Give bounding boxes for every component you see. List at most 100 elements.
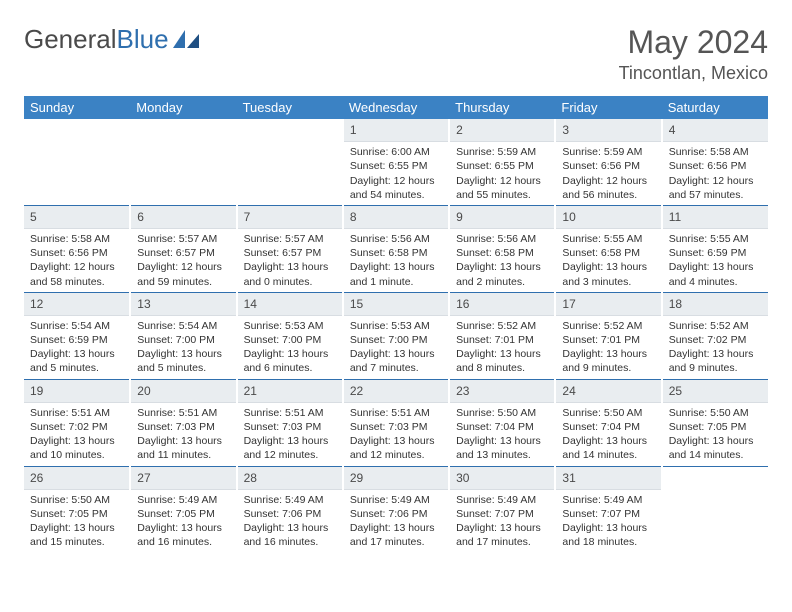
day-line-dl2: and 57 minutes. <box>669 188 762 202</box>
day-body: Sunrise: 5:51 AMSunset: 7:02 PMDaylight:… <box>24 403 129 466</box>
calendar-cell: 9Sunrise: 5:56 AMSunset: 6:58 PMDaylight… <box>449 205 555 292</box>
calendar-cell: 7Sunrise: 5:57 AMSunset: 6:57 PMDaylight… <box>237 205 343 292</box>
day-body: Sunrise: 5:58 AMSunset: 6:56 PMDaylight:… <box>663 142 768 205</box>
day-line-dl1: Daylight: 12 hours <box>350 174 442 188</box>
day-line-sunset: Sunset: 7:05 PM <box>137 507 229 521</box>
day-line-sunset: Sunset: 7:03 PM <box>137 420 229 434</box>
day-line-dl2: and 14 minutes. <box>669 448 762 462</box>
day-line-sunrise: Sunrise: 5:52 AM <box>456 319 548 333</box>
day-line-dl2: and 59 minutes. <box>137 275 229 289</box>
calendar-week-row: 26Sunrise: 5:50 AMSunset: 7:05 PMDayligh… <box>24 466 768 552</box>
day-line-sunrise: Sunrise: 5:51 AM <box>244 406 336 420</box>
day-body: Sunrise: 5:58 AMSunset: 6:56 PMDaylight:… <box>24 229 129 292</box>
day-line-sunrise: Sunrise: 5:49 AM <box>456 493 548 507</box>
calendar-cell: 19Sunrise: 5:51 AMSunset: 7:02 PMDayligh… <box>24 379 130 466</box>
day-line-sunrise: Sunrise: 5:49 AM <box>350 493 442 507</box>
day-body: Sunrise: 5:50 AMSunset: 7:04 PMDaylight:… <box>556 403 660 466</box>
day-line-sunrise: Sunrise: 5:55 AM <box>562 232 654 246</box>
calendar-cell: 18Sunrise: 5:52 AMSunset: 7:02 PMDayligh… <box>662 292 768 379</box>
day-number: 5 <box>24 206 129 229</box>
day-body: Sunrise: 5:56 AMSunset: 6:58 PMDaylight:… <box>344 229 448 292</box>
day-line-sunset: Sunset: 7:02 PM <box>30 420 123 434</box>
weekday-header: Sunday <box>24 96 130 119</box>
calendar-cell: 21Sunrise: 5:51 AMSunset: 7:03 PMDayligh… <box>237 379 343 466</box>
day-number: 2 <box>450 119 554 142</box>
day-line-dl2: and 5 minutes. <box>137 361 229 375</box>
day-line-dl2: and 9 minutes. <box>562 361 654 375</box>
day-line-sunrise: Sunrise: 5:53 AM <box>244 319 336 333</box>
day-line-sunset: Sunset: 6:59 PM <box>669 246 762 260</box>
day-line-dl2: and 12 minutes. <box>244 448 336 462</box>
day-line-dl1: Daylight: 13 hours <box>350 347 442 361</box>
calendar-cell: 3 Sunrise: 5:59 AMSunset: 6:56 PMDaylight… <box>555 119 661 205</box>
day-line-sunrise: Sunrise: 5:55 AM <box>669 232 762 246</box>
day-line-dl1: Daylight: 13 hours <box>456 434 548 448</box>
day-line-dl2: and 16 minutes. <box>137 535 229 549</box>
day-line-sunrise: Sunrise: 5:52 AM <box>562 319 654 333</box>
day-body: Sunrise: 5:59 AMSunset: 6:55 PMDaylight:… <box>450 142 554 205</box>
day-line-dl1: Daylight: 12 hours <box>562 174 654 188</box>
day-body: Sunrise: 6:00 AMSunset: 6:55 PMDaylight:… <box>344 142 448 205</box>
calendar-cell: 25Sunrise: 5:50 AMSunset: 7:05 PMDayligh… <box>662 379 768 466</box>
day-line-sunset: Sunset: 6:56 PM <box>562 159 654 173</box>
calendar-cell: 27Sunrise: 5:49 AMSunset: 7:05 PMDayligh… <box>130 466 236 552</box>
day-line-dl1: Daylight: 13 hours <box>669 260 762 274</box>
day-line-sunset: Sunset: 6:59 PM <box>30 333 123 347</box>
calendar-cell: .. <box>130 119 236 205</box>
day-body: Sunrise: 5:50 AMSunset: 7:05 PMDaylight:… <box>663 403 768 466</box>
day-line-sunset: Sunset: 7:07 PM <box>456 507 548 521</box>
day-body: Sunrise: 5:52 AMSunset: 7:01 PMDaylight:… <box>556 316 660 379</box>
day-line-dl1: Daylight: 13 hours <box>350 521 442 535</box>
day-line-dl1: Daylight: 13 hours <box>562 521 654 535</box>
calendar-cell: 16Sunrise: 5:52 AMSunset: 7:01 PMDayligh… <box>449 292 555 379</box>
day-line-dl2: and 4 minutes. <box>669 275 762 289</box>
day-number: 10 <box>556 206 660 229</box>
day-number: 13 <box>131 293 235 316</box>
calendar-cell: 4Sunrise: 5:58 AMSunset: 6:56 PMDaylight… <box>662 119 768 205</box>
day-body: Sunrise: 5:50 AMSunset: 7:05 PMDaylight:… <box>24 490 129 553</box>
day-line-sunset: Sunset: 7:06 PM <box>244 507 336 521</box>
day-line-sunrise: Sunrise: 5:59 AM <box>456 145 548 159</box>
day-body: Sunrise: 5:53 AMSunset: 7:00 PMDaylight:… <box>344 316 448 379</box>
day-line-sunrise: Sunrise: 5:59 AM <box>562 145 654 159</box>
calendar-cell: 11Sunrise: 5:55 AMSunset: 6:59 PMDayligh… <box>662 205 768 292</box>
page-title: May 2024 <box>619 24 768 61</box>
day-number: 3 <box>556 119 660 142</box>
day-body: Sunrise: 5:52 AMSunset: 7:01 PMDaylight:… <box>450 316 554 379</box>
day-line-dl1: Daylight: 13 hours <box>244 434 336 448</box>
day-line-dl1: Daylight: 13 hours <box>30 521 123 535</box>
day-line-sunrise: Sunrise: 5:49 AM <box>244 493 336 507</box>
day-line-dl1: Daylight: 13 hours <box>456 347 548 361</box>
calendar-cell: 8Sunrise: 5:56 AMSunset: 6:58 PMDaylight… <box>343 205 449 292</box>
weekday-header: Thursday <box>449 96 555 119</box>
day-line-sunrise: Sunrise: 5:53 AM <box>350 319 442 333</box>
day-line-sunrise: Sunrise: 5:56 AM <box>350 232 442 246</box>
day-number: 17 <box>556 293 660 316</box>
day-line-sunrise: Sunrise: 5:49 AM <box>137 493 229 507</box>
calendar-cell: 29Sunrise: 5:49 AMSunset: 7:06 PMDayligh… <box>343 466 449 552</box>
day-line-dl1: Daylight: 13 hours <box>669 434 762 448</box>
day-line-sunrise: Sunrise: 5:54 AM <box>137 319 229 333</box>
day-number: 30 <box>450 467 554 490</box>
day-body: Sunrise: 5:57 AMSunset: 6:57 PMDaylight:… <box>238 229 342 292</box>
day-line-sunset: Sunset: 6:58 PM <box>562 246 654 260</box>
calendar-cell: .. <box>237 119 343 205</box>
calendar-cell: 10Sunrise: 5:55 AMSunset: 6:58 PMDayligh… <box>555 205 661 292</box>
day-line-dl2: and 0 minutes. <box>244 275 336 289</box>
day-number: 1 <box>344 119 448 142</box>
day-number: 28 <box>238 467 342 490</box>
day-line-sunrise: Sunrise: 5:54 AM <box>30 319 123 333</box>
day-line-dl1: Daylight: 13 hours <box>350 260 442 274</box>
day-line-sunrise: Sunrise: 5:58 AM <box>30 232 123 246</box>
day-number: 14 <box>238 293 342 316</box>
calendar-week-row: 12Sunrise: 5:54 AMSunset: 6:59 PMDayligh… <box>24 292 768 379</box>
day-line-sunset: Sunset: 6:56 PM <box>30 246 123 260</box>
calendar-cell: 17Sunrise: 5:52 AMSunset: 7:01 PMDayligh… <box>555 292 661 379</box>
day-line-sunrise: Sunrise: 5:50 AM <box>562 406 654 420</box>
day-body: Sunrise: 5:49 AMSunset: 7:05 PMDaylight:… <box>131 490 235 553</box>
day-line-sunset: Sunset: 7:07 PM <box>562 507 654 521</box>
day-number: 18 <box>663 293 768 316</box>
day-line-dl1: Daylight: 13 hours <box>350 434 442 448</box>
calendar-cell: 28Sunrise: 5:49 AMSunset: 7:06 PMDayligh… <box>237 466 343 552</box>
day-number: 26 <box>24 467 129 490</box>
